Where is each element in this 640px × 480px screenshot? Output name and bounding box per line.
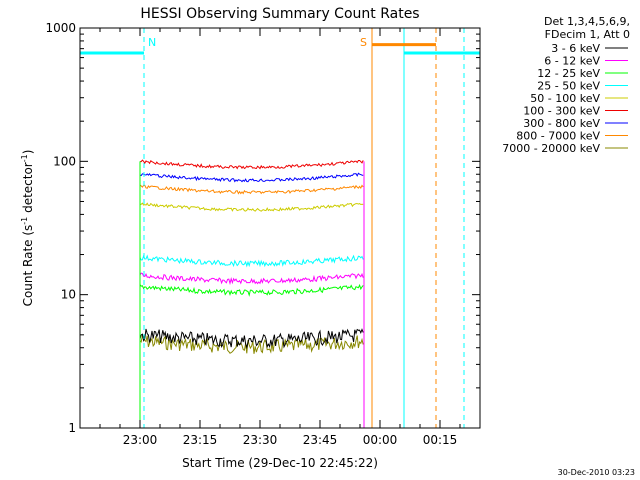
- series-line: [139, 272, 364, 286]
- x-tick-label: 00:15: [423, 433, 458, 447]
- x-tick-label: 00:00: [363, 433, 398, 447]
- legend: Det 1,3,4,5,6,9, FDecim 1, Att 0 3 - 6 k…: [502, 15, 630, 155]
- series-line: [139, 202, 364, 212]
- y-tick-label: 10: [61, 288, 76, 302]
- x-tick-label: 23:30: [243, 433, 278, 447]
- series-line: [139, 254, 364, 268]
- chart-title: HESSI Observing Summary Count Rates: [140, 6, 419, 22]
- x-tick-label: 23:00: [123, 433, 158, 447]
- y-axis-label-sup1: -1: [20, 217, 29, 225]
- series-line: [139, 328, 364, 350]
- y-axis-label: Count Rate (s-1 detector-1): [20, 150, 35, 307]
- footer-date: 30-Dec-2010 03:23: [558, 468, 635, 477]
- series-line: [139, 184, 364, 195]
- legend-item-label: 50 - 100 keV: [530, 92, 600, 105]
- flag-label: N: [148, 36, 156, 49]
- legend-item-label: 300 - 800 keV: [523, 117, 600, 130]
- legend-item-label: 7000 - 20000 keV: [502, 142, 600, 155]
- x-axis-label: Start Time (29-Dec-10 22:45:22): [182, 456, 378, 470]
- series-line: [139, 283, 364, 297]
- y-tick-label: 1: [68, 421, 76, 435]
- y-axis-label-mid: detector: [21, 162, 35, 217]
- legend-item-label: 6 - 12 keV: [544, 55, 600, 68]
- flag-label: S: [360, 36, 367, 49]
- y-tick-label: 1000: [45, 21, 76, 35]
- y-axis-label-end: ): [21, 150, 35, 155]
- legend-header-line-1: Det 1,3,4,5,6,9,: [544, 15, 630, 28]
- legend-item-label: 100 - 300 keV: [523, 105, 600, 118]
- legend-item-label: 12 - 25 keV: [537, 67, 600, 80]
- x-tick-label: 23:15: [183, 433, 218, 447]
- legend-item-label: 25 - 50 keV: [537, 80, 600, 93]
- legend-item-label: 800 - 7000 keV: [516, 130, 600, 143]
- x-tick-label: 23:45: [303, 433, 338, 447]
- y-axis: 1 10 100 1000: [45, 21, 480, 435]
- series-layer: [139, 159, 365, 428]
- y-tick-label: 100: [53, 154, 76, 168]
- series-line: [139, 334, 364, 354]
- series-line: [140, 159, 364, 170]
- series-line: [139, 172, 364, 183]
- x-axis: 23:00 23:15 23:30 23:45 00:00 00:15: [79, 28, 481, 447]
- y-axis-label-main: Count Rate (s: [21, 225, 35, 307]
- legend-item-label: 3 - 6 keV: [551, 42, 600, 55]
- y-axis-label-sup2: -1: [20, 154, 29, 162]
- legend-header-line-2: FDecim 1, Att 0: [545, 28, 630, 41]
